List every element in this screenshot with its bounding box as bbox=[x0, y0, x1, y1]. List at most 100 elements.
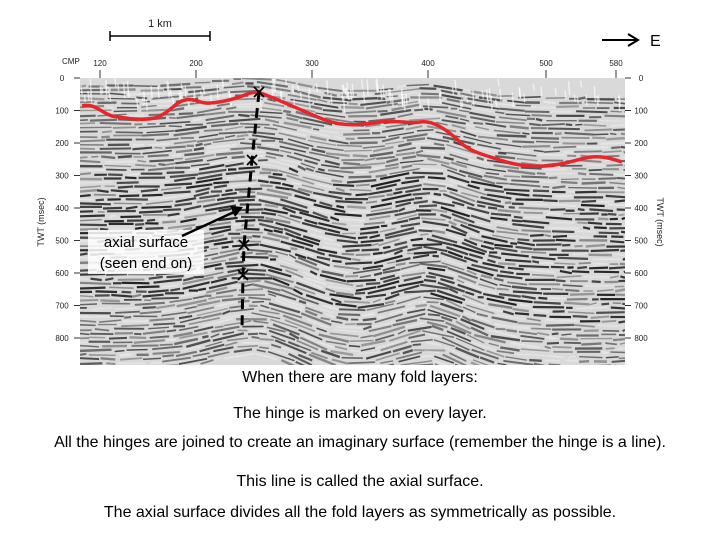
seismic-noise-streak bbox=[360, 78, 364, 90]
seismic-reflector-segment bbox=[381, 193, 412, 202]
seismic-noise-streak bbox=[564, 90, 567, 100]
seismic-reflector-segment bbox=[486, 289, 497, 295]
seismic-reflector-segment bbox=[213, 181, 229, 185]
seismic-reflector-segment bbox=[197, 173, 223, 180]
seismic-reflector-segment bbox=[572, 315, 588, 318]
seismic-reflector-segment bbox=[277, 214, 301, 224]
seismic-reflector-segment bbox=[518, 322, 542, 326]
seismic-reflector-segment bbox=[105, 277, 114, 281]
seismic-reflector-segment bbox=[285, 269, 304, 279]
seismic-noise-streak bbox=[617, 95, 621, 112]
seismic-reflector-segment bbox=[348, 102, 358, 106]
seismic-noise-streak bbox=[362, 90, 366, 104]
seismic-reflector-segment bbox=[457, 283, 482, 294]
seismic-reflector-segment bbox=[209, 158, 235, 165]
seismic-noise-streak bbox=[341, 84, 344, 92]
seismic-reflector-segment bbox=[610, 306, 625, 310]
seismic-noise-streak bbox=[178, 93, 181, 101]
seismic-reflector-segment bbox=[443, 156, 454, 161]
seismic-reflector-segment bbox=[266, 188, 292, 196]
seismic-noise-streak bbox=[166, 80, 169, 92]
seismic-reflector-segment bbox=[222, 309, 231, 315]
seismic-reflector-segment bbox=[471, 90, 497, 97]
seismic-reflector-segment bbox=[169, 298, 192, 304]
seismic-reflector-segment bbox=[303, 276, 327, 286]
seismic-reflector-segment bbox=[252, 235, 261, 238]
seismic-reflector-segment bbox=[529, 233, 544, 237]
seismic-reflector-segment bbox=[482, 292, 505, 300]
seismic-reflector-segment bbox=[216, 196, 231, 202]
seismic-reflector-segment bbox=[289, 206, 310, 214]
seismic-reflector-segment bbox=[210, 247, 219, 250]
seismic-reflector-segment bbox=[571, 270, 590, 274]
seismic-reflector-segment bbox=[545, 97, 567, 100]
seismic-reflector-segment bbox=[561, 136, 590, 139]
seismic-reflector-segment bbox=[166, 274, 184, 279]
seismic-reflector-segment bbox=[543, 359, 561, 363]
seismic-reflector-segment bbox=[136, 285, 160, 289]
seismic-reflector-segment bbox=[365, 293, 387, 299]
seismic-reflector-segment bbox=[325, 313, 335, 319]
seismic-reflector-segment bbox=[533, 149, 544, 153]
seismic-reflector-segment bbox=[224, 134, 236, 139]
seismic-reflector-segment bbox=[320, 349, 341, 359]
seismic-reflector-segment bbox=[403, 275, 422, 282]
seismic-reflector-segment bbox=[544, 168, 568, 171]
seismic-reflector-segment bbox=[104, 164, 132, 168]
seismic-reflector-segment bbox=[100, 299, 120, 303]
seismic-reflector-segment bbox=[333, 328, 365, 334]
seismic-reflector-segment bbox=[165, 162, 176, 166]
seismic-reflector-segment bbox=[463, 311, 491, 323]
seismic-reflector-segment bbox=[356, 284, 364, 288]
seismic-reflector-segment bbox=[623, 150, 625, 154]
seismic-reflector-segment bbox=[393, 249, 404, 256]
seismic-reflector-segment bbox=[113, 110, 138, 113]
left-axis-tick-label: 200 bbox=[55, 139, 69, 148]
seismic-reflector-segment bbox=[202, 334, 209, 339]
seismic-reflector-segment bbox=[283, 109, 292, 114]
seismic-reflector-segment bbox=[80, 295, 94, 298]
seismic-reflector-segment bbox=[175, 125, 207, 133]
seismic-noise-streak bbox=[518, 87, 521, 99]
seismic-reflector-segment bbox=[149, 364, 151, 365]
seismic-reflector-segment bbox=[436, 289, 466, 302]
seismic-reflector-segment bbox=[468, 158, 490, 165]
seismic-reflector-segment bbox=[388, 329, 421, 342]
seismic-reflector-segment bbox=[279, 145, 307, 153]
seismic-reflector-segment bbox=[80, 286, 106, 290]
seismic-reflector-segment bbox=[451, 200, 465, 207]
seismic-reflector-segment bbox=[96, 189, 109, 193]
seismic-reflector-segment bbox=[148, 289, 169, 294]
seismic-reflector-segment bbox=[402, 133, 428, 140]
seismic-reflector-segment bbox=[589, 266, 609, 270]
seismic-reflector-segment bbox=[135, 223, 145, 226]
seismic-reflector-segment bbox=[532, 308, 549, 314]
seismic-reflector-segment bbox=[312, 211, 328, 220]
seismic-reflector-segment bbox=[322, 245, 344, 252]
seismic-reflector-segment bbox=[494, 246, 518, 253]
seismic-reflector-segment bbox=[447, 169, 466, 178]
seismic-reflector-segment bbox=[181, 94, 203, 99]
seismic-reflector-segment bbox=[621, 216, 625, 221]
seismic-reflector-segment bbox=[394, 241, 408, 247]
seismic-reflector-segment bbox=[207, 351, 230, 358]
seismic-reflector-segment bbox=[507, 266, 524, 271]
seismic-reflector-segment bbox=[400, 360, 433, 365]
seismic-reflector-segment bbox=[270, 307, 303, 319]
seismic-reflector-segment bbox=[467, 184, 480, 190]
seismic-reflector-segment bbox=[421, 217, 446, 221]
seismic-reflector-segment bbox=[378, 238, 400, 247]
seismic-reflector-segment bbox=[147, 166, 175, 172]
seismic-reflector-segment bbox=[372, 251, 383, 256]
seismic-reflector-segment bbox=[321, 270, 344, 277]
seismic-reflector-segment bbox=[405, 188, 422, 193]
seismic-reflector-segment bbox=[577, 221, 588, 225]
seismic-reflector-segment bbox=[333, 264, 360, 271]
seismic-reflector-segment bbox=[80, 202, 111, 206]
seismic-reflector-segment bbox=[440, 278, 455, 285]
seismic-reflector-segment bbox=[567, 355, 576, 359]
seismic-reflector-segment bbox=[593, 133, 609, 136]
seismic-reflector-segment bbox=[492, 234, 515, 240]
seismic-noise-streak bbox=[308, 87, 311, 95]
seismic-reflector-segment bbox=[504, 148, 530, 152]
